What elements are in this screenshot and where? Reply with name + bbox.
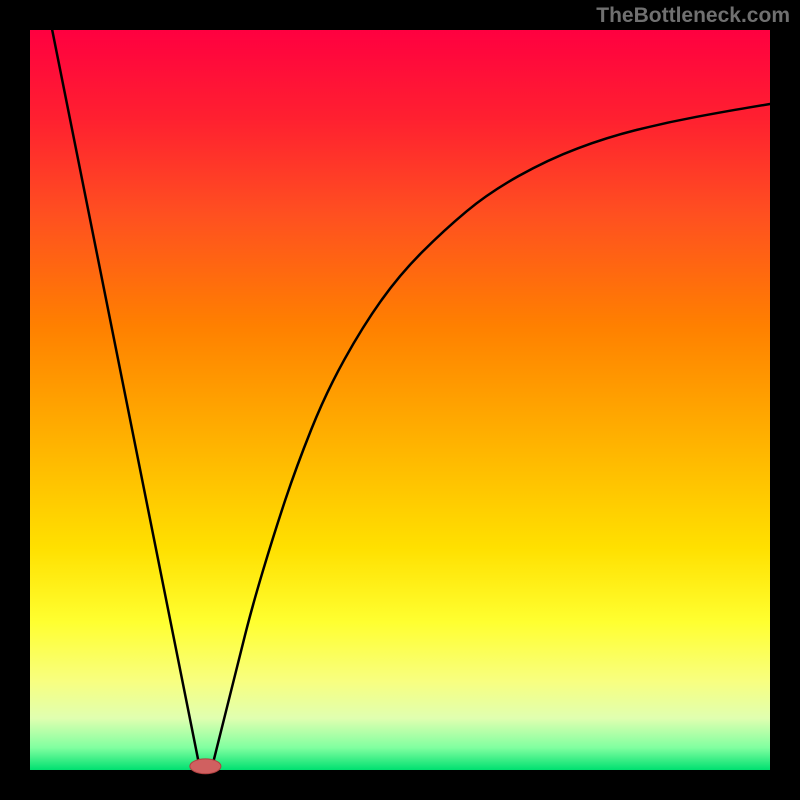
bottleneck-chart: TheBottleneck.com — [0, 0, 800, 800]
minimum-marker — [190, 759, 221, 774]
plot-area — [30, 30, 770, 770]
watermark-text: TheBottleneck.com — [596, 4, 790, 27]
chart-canvas: TheBottleneck.com — [0, 0, 800, 800]
